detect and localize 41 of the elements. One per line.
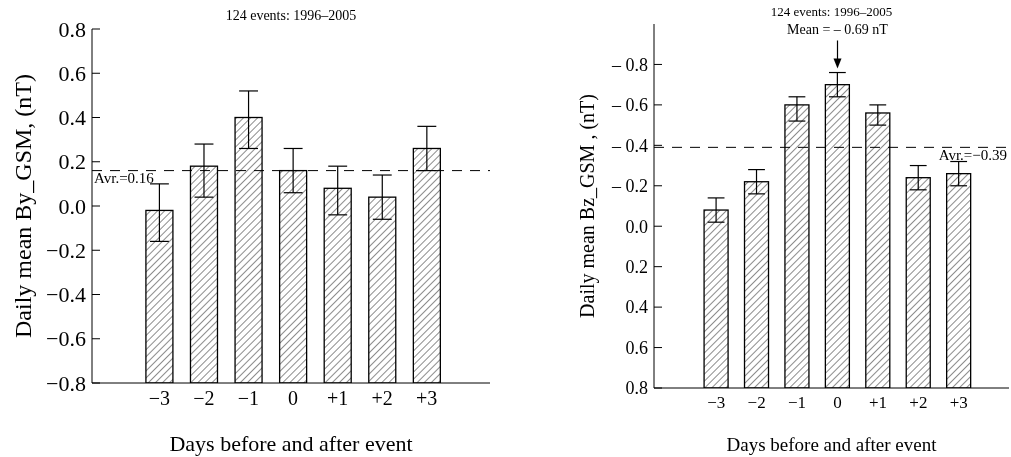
ref-line-label: Avr.=−0.39 (938, 147, 1007, 164)
y-tick-label: 0.4 (625, 297, 648, 318)
y-tick-label: −0.2 (46, 237, 86, 263)
y-tick-label: – 0.2 (611, 176, 648, 197)
chart-title: 124 events: 1996–2005 (769, 4, 894, 19)
x-tick-label: +2 (371, 387, 393, 410)
x-tick-label: +3 (949, 393, 968, 413)
x-tick-label: 0 (833, 393, 842, 413)
y-tick-label: 0.0 (625, 216, 648, 237)
y-tick-label: 0.4 (58, 105, 86, 131)
y-tick-label: 0.0 (58, 193, 86, 219)
annotation: Mean = – 0.69 nT (787, 22, 889, 38)
y-axis-title: Daily mean By_GSM, (nT) (9, 74, 36, 338)
y-tick-label: 0.2 (625, 256, 648, 277)
ref-line-label: Avr.=0.16 (94, 170, 155, 187)
x-tick-label: 0 (288, 387, 298, 410)
y-tick-label: −0.8 (46, 370, 86, 396)
x-tick-label: −2 (193, 387, 215, 410)
x-tick-label: −3 (148, 387, 170, 410)
y-tick-label: −0.6 (46, 326, 86, 352)
y-tick-label: 0.6 (58, 60, 86, 86)
x-axis-title: Days before and after event (726, 434, 938, 455)
y-tick-label: – 0.6 (611, 95, 648, 116)
y-tick-label: 0.2 (58, 149, 86, 175)
y-tick-label: 0.8 (58, 16, 86, 42)
x-tick-label: +1 (868, 393, 887, 413)
y-tick-label: 0.6 (625, 337, 648, 358)
y-tick-label: −0.4 (46, 282, 86, 308)
y-tick-label: 0.8 (625, 378, 648, 399)
x-tick-label: −2 (747, 393, 766, 413)
y-tick-label: – 0.8 (611, 54, 648, 75)
x-tick-label: −3 (707, 393, 726, 413)
x-tick-label: −1 (788, 393, 807, 413)
x-tick-label: +3 (416, 387, 438, 410)
x-axis-title: Days before and after event (169, 431, 413, 456)
chart-title: 124 events: 1996–2005 (224, 8, 358, 23)
x-tick-label: +2 (909, 393, 928, 413)
x-tick-label: +1 (326, 387, 349, 410)
y-tick-label: – 0.4 (611, 135, 648, 156)
x-tick-label: −1 (237, 387, 260, 410)
y-axis-title: Daily mean Bz_GSM , (nT) (576, 94, 600, 318)
